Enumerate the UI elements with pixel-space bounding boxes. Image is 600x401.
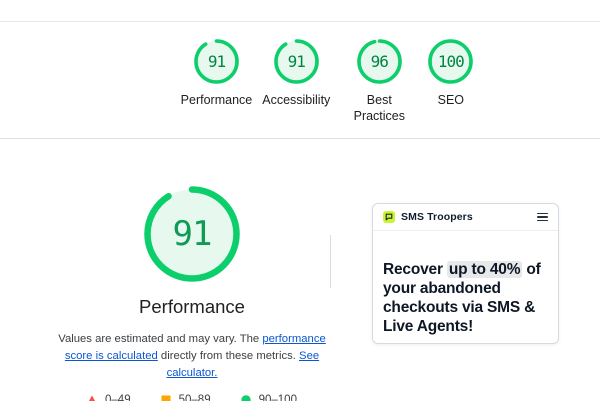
hero-headline: Recover up to 40% of your abandoned chec… [383,260,548,336]
accessibility-score-gauge: 91 [273,39,319,84]
preview-hero: Recover up to 40% of your abandoned chec… [373,231,558,343]
legend-range: 90–100 [258,393,297,401]
site-logo [383,211,395,223]
score-range-legend: 0–49 50–89 90–100 [87,394,297,401]
headline-highlight: up to 40% [446,261,523,278]
page-screenshot-preview: SMS Troopers Recover up to 40% of your a… [372,203,559,344]
legend-item-fail: 0–49 [87,394,131,401]
performance-section-title: Performance [139,296,245,317]
score-value: 96 [370,52,389,71]
seo-score-gauge: 100 [428,39,474,84]
best-practices-score-gauge: 96 [357,39,402,84]
gauge-label: Best Practices [353,93,406,123]
performance-section: 91 Performance Values are estimated and … [0,139,600,401]
headline-text: Recover [383,261,447,278]
score-disclaimer: Values are estimated and may vary. The p… [48,331,336,382]
chat-bubble-icon [385,213,393,221]
gauge-ring [273,39,319,84]
legend-item-pass: 90–100 [240,393,297,401]
hamburger-menu-icon [537,211,548,224]
disclaimer-text: Values are estimated and may vary. The [58,333,263,345]
column-divider [330,235,331,288]
performance-score-value: 91 [172,214,213,254]
performance-score-gauge: 91 [194,39,239,84]
gauge-label: Accessibility [262,93,331,107]
gauge-item-performance[interactable]: 91 Performance [180,39,253,109]
headline-text: of your abandoned checkouts via SMS & Li… [383,261,541,335]
legend-range: 50–89 [178,393,211,401]
score-gauges-row: 91 Performance 91 Accessibility 96 [27,22,600,124]
legend-item-average: 50–89 [161,394,211,401]
gauge-ring [428,39,474,84]
performance-gauge-column: 91 Performance Values are estimated and … [0,139,330,401]
page-preview-column: SMS Troopers Recover up to 40% of your a… [331,139,600,400]
score-value: 91 [287,52,306,71]
performance-main-gauge: 91 [144,186,240,282]
gauge-ring [144,186,240,282]
score-value: 91 [207,52,226,71]
score-value: 100 [437,52,465,71]
average-square-icon [161,395,171,401]
score-summary-strip: 91 Performance 91 Accessibility 96 [0,22,600,139]
gauge-label: Performance [180,93,253,107]
site-name: SMS Troopers [401,211,473,223]
performance-score-calculated-link[interactable]: performance score is calculated [64,333,326,362]
fail-triangle-icon [88,395,96,401]
gauge-item-best-practices[interactable]: 96 Best Practices [340,39,418,124]
see-calculator-link[interactable]: See calculator. [166,349,320,379]
gauge-ring [194,39,239,84]
gauge-ring [357,39,402,84]
browser-chrome-edge [0,0,600,22]
disclaimer-text: directly from these metrics. [157,349,300,362]
gauge-item-seo[interactable]: 100 SEO [428,39,474,109]
gauge-item-accessibility[interactable]: 91 Accessibility [262,39,330,109]
gauge-label: SEO [437,93,465,107]
preview-site-header: SMS Troopers [373,204,558,231]
legend-range: 0–49 [105,393,131,401]
pass-circle-icon [240,395,251,401]
